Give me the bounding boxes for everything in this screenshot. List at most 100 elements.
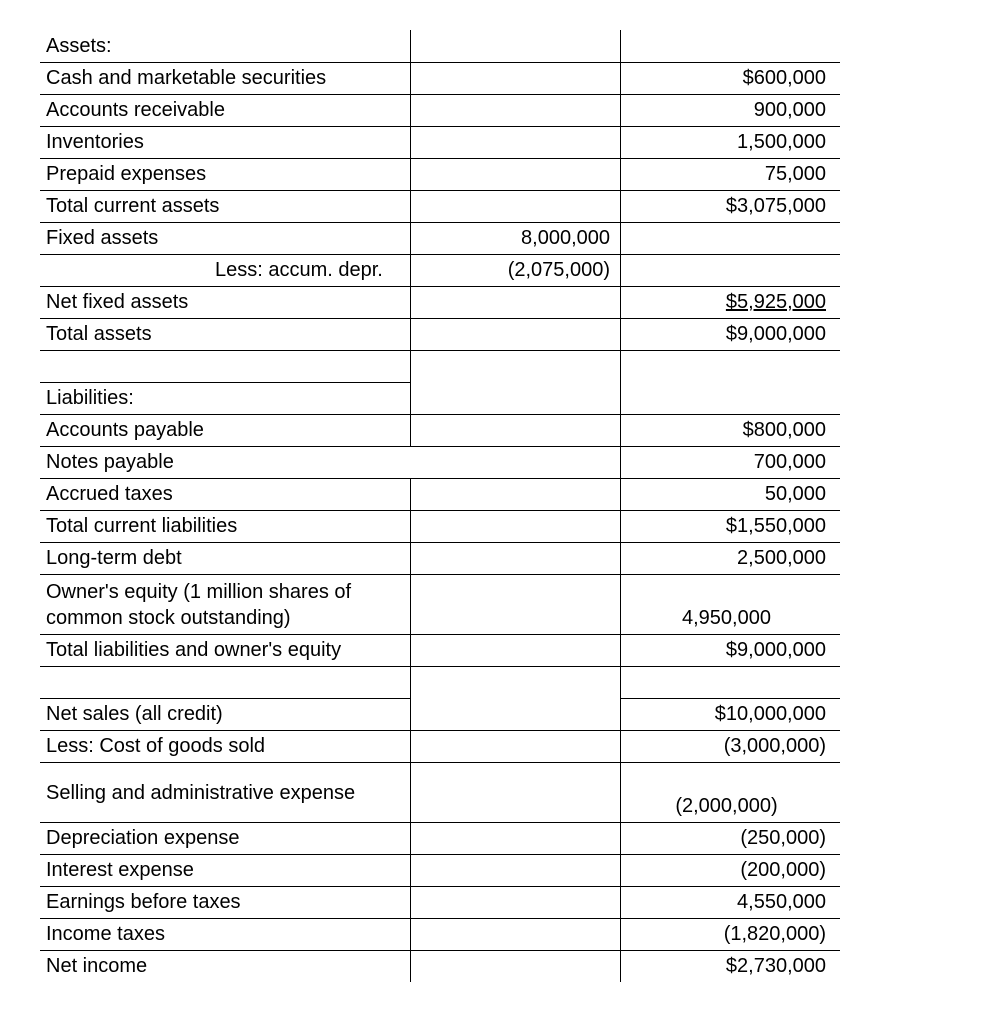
row-label: Accrued taxes <box>40 478 410 510</box>
table-row: Less: accum. depr.(2,075,000) <box>40 254 840 286</box>
table-row: Accrued taxes50,000 <box>40 478 840 510</box>
col3-value: 900,000 <box>620 94 840 126</box>
table-row: Accounts payable$800,000 <box>40 414 840 446</box>
table-row: Net fixed assets $5,925,000 <box>40 286 840 318</box>
row-label: Depreciation expense <box>40 822 410 854</box>
row-label: Net sales (all credit) <box>40 698 410 730</box>
col3-value: (200,000) <box>620 854 840 886</box>
col3-value: $600,000 <box>620 62 840 94</box>
row-label: Total current assets <box>40 190 410 222</box>
table-row: Earnings before taxes4,550,000 <box>40 886 840 918</box>
row-label: Total current liabilities <box>40 510 410 542</box>
col3-value: 4,950,000 <box>620 574 840 634</box>
col2-value <box>410 382 620 414</box>
table-row: Long-term debt2,500,000 <box>40 542 840 574</box>
row-label: Interest expense <box>40 854 410 886</box>
col3-value: (2,000,000) <box>620 762 840 822</box>
table-row: Total liabilities and owner's equity $9,0… <box>40 634 840 666</box>
table-row: Prepaid expenses 75,000 <box>40 158 840 190</box>
col2-value <box>410 126 620 158</box>
row-label: Liabilities: <box>40 382 410 414</box>
row-label: Inventories <box>40 126 410 158</box>
row-label: Cash and marketable securities <box>40 62 410 94</box>
col3-value: $5,925,000 <box>620 286 840 318</box>
table-row: Notes payable 700,000 <box>40 446 840 478</box>
col2-value <box>410 666 620 698</box>
col2-value <box>410 446 620 478</box>
row-label: Net fixed assets <box>40 286 410 318</box>
row-label: Less: Cost of goods sold <box>40 730 410 762</box>
col2-value <box>410 318 620 350</box>
col2-value <box>410 94 620 126</box>
col2-value <box>410 886 620 918</box>
col2-value <box>410 158 620 190</box>
col3-value: $1,550,000 <box>620 510 840 542</box>
col2-value <box>410 574 620 634</box>
row-label: Less: accum. depr. <box>40 254 410 286</box>
row-label: Owner's equity (1 million shares of comm… <box>40 574 410 634</box>
financial-statement-table: Assets:Cash and marketable securities $60… <box>40 30 840 982</box>
col3-value <box>620 382 840 414</box>
col2-value <box>410 634 620 666</box>
col3-value: (1,820,000) <box>620 918 840 950</box>
col3-value <box>620 666 840 698</box>
table-row: Interest expense (200,000) <box>40 854 840 886</box>
col2-value <box>410 730 620 762</box>
col3-value: $9,000,000 <box>620 318 840 350</box>
col3-value <box>620 254 840 286</box>
col2-value <box>410 414 620 446</box>
col3-value: $9,000,000 <box>620 634 840 666</box>
col2-value: (2,075,000) <box>410 254 620 286</box>
row-label: Net income <box>40 950 410 982</box>
col2-value <box>410 918 620 950</box>
col2-value <box>410 350 620 382</box>
row-label: Assets: <box>40 30 410 62</box>
col2-value: 8,000,000 <box>410 222 620 254</box>
col2-value <box>410 542 620 574</box>
table-row: Cash and marketable securities $600,000 <box>40 62 840 94</box>
row-label: Notes payable <box>40 446 410 478</box>
col3-value: $3,075,000 <box>620 190 840 222</box>
row-label: Total liabilities and owner's equity <box>40 634 410 666</box>
table-row: Depreciation expense (250,000) <box>40 822 840 854</box>
row-label: Selling and administrative expense <box>40 762 410 822</box>
col3-value: 1,500,000 <box>620 126 840 158</box>
table-row: Owner's equity (1 million shares of comm… <box>40 574 840 634</box>
col3-value: $2,730,000 <box>620 950 840 982</box>
table-row: Selling and administrative expense (2,000… <box>40 762 840 822</box>
table-row: Liabilities: <box>40 382 840 414</box>
row-label: Fixed assets <box>40 222 410 254</box>
col3-value <box>620 350 840 382</box>
table-row: Less: Cost of goods sold(3,000,000) <box>40 730 840 762</box>
col2-value <box>410 190 620 222</box>
table-row: Total assets $9,000,000 <box>40 318 840 350</box>
table-row <box>40 666 840 698</box>
table-row: Net income $2,730,000 <box>40 950 840 982</box>
table-row: Assets: <box>40 30 840 62</box>
col2-value <box>410 822 620 854</box>
row-label: Prepaid expenses <box>40 158 410 190</box>
row-label: Accounts payable <box>40 414 410 446</box>
table-row: Accounts receivable 900,000 <box>40 94 840 126</box>
row-label: Income taxes <box>40 918 410 950</box>
table-row: Inventories 1,500,000 <box>40 126 840 158</box>
col3-value <box>620 222 840 254</box>
col2-value <box>410 762 620 822</box>
col2-value <box>410 854 620 886</box>
col2-value <box>410 30 620 62</box>
table-row: Income taxes (1,820,000) <box>40 918 840 950</box>
row-label: Earnings before taxes <box>40 886 410 918</box>
col3-value: 75,000 <box>620 158 840 190</box>
row-label <box>40 666 410 698</box>
row-label: Long-term debt <box>40 542 410 574</box>
col3-value: (250,000) <box>620 822 840 854</box>
row-label <box>40 350 410 382</box>
col2-value <box>410 510 620 542</box>
table-row: Total current liabilities $1,550,000 <box>40 510 840 542</box>
row-label: Total assets <box>40 318 410 350</box>
row-label: Accounts receivable <box>40 94 410 126</box>
col2-value <box>410 286 620 318</box>
col2-value <box>410 62 620 94</box>
table-row: Total current assets $3,075,000 <box>40 190 840 222</box>
col3-value: 700,000 <box>620 446 840 478</box>
